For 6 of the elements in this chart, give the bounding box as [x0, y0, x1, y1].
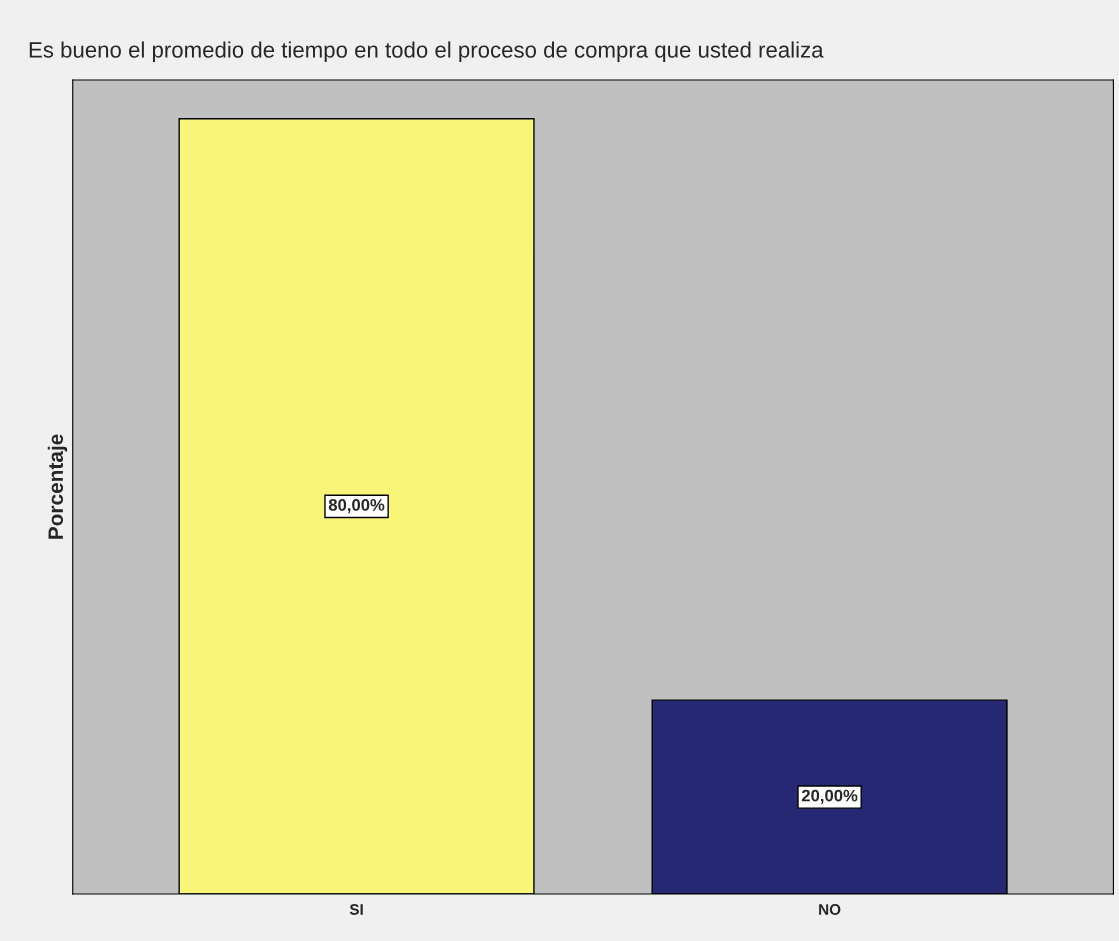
data-label: 80,00% [328, 499, 385, 514]
x-tick-label: NO [819, 904, 841, 915]
y-axis-title: Porcentaje [47, 434, 68, 539]
x-tick-label: SI [349, 904, 363, 915]
chart-title: Es bueno el promedio de tiempo en todo el proceso de compra que usted realiza [29, 41, 824, 63]
data-label: 20,00% [801, 789, 858, 804]
